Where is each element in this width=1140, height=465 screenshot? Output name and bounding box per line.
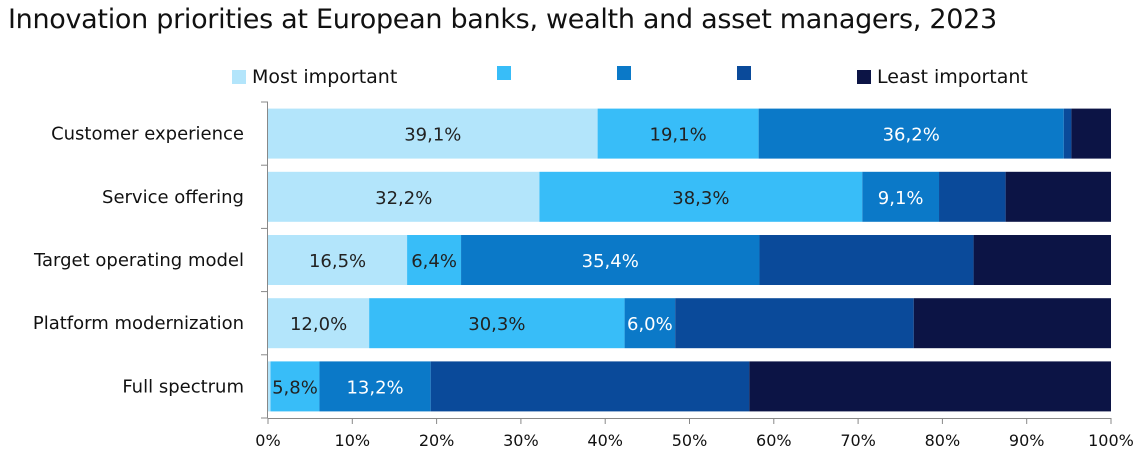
legend: Most important Least important	[0, 66, 1140, 92]
legend-item-3	[617, 66, 637, 80]
data-label: 39,1%	[404, 125, 461, 146]
data-label: 19,1%	[650, 125, 707, 146]
bar-segment	[624, 298, 676, 349]
bar-segment	[268, 235, 408, 285]
legend-swatch-5	[857, 70, 871, 84]
data-label: 36,2%	[883, 125, 940, 146]
bar-segment	[1063, 108, 1072, 159]
legend-item-2	[497, 66, 517, 80]
chart-title: Innovation priorities at European banks,…	[8, 4, 997, 35]
data-label: 12,0%	[290, 314, 347, 335]
x-tick-label: 0%	[255, 431, 280, 450]
data-label: 9,1%	[878, 188, 924, 209]
bar-segment	[1071, 108, 1111, 159]
legend-swatch-3	[617, 66, 631, 80]
category-label: Full spectrum	[122, 376, 244, 397]
data-label: 6,4%	[411, 251, 457, 272]
data-label: 30,3%	[468, 314, 525, 335]
bar-segment	[539, 171, 863, 222]
bar-segment	[430, 361, 750, 412]
bar-segment	[749, 361, 1111, 412]
x-tick-label: 20%	[419, 431, 455, 450]
legend-swatch-1	[232, 70, 246, 84]
x-tick-label: 100%	[1088, 431, 1134, 450]
x-tick-label: 90%	[1009, 431, 1045, 450]
data-label: 38,3%	[672, 188, 729, 209]
bar-segment	[319, 361, 431, 412]
legend-label-1: Most important	[252, 66, 398, 88]
bar-segment	[270, 361, 320, 412]
x-tick-label: 80%	[925, 431, 961, 450]
bar-segment	[461, 235, 760, 285]
data-label: 13,2%	[346, 377, 403, 398]
bar-segment	[973, 235, 1111, 285]
bar-segment	[759, 235, 974, 285]
x-tick-label: 10%	[335, 431, 371, 450]
bar-segment	[407, 235, 462, 285]
bar-segment	[939, 171, 1006, 222]
data-label: 6,0%	[627, 314, 673, 335]
bar-segment	[268, 171, 540, 222]
bar-segment	[862, 171, 940, 222]
x-tick-label: 60%	[756, 431, 792, 450]
bar-segment	[369, 298, 625, 349]
bar-segment	[268, 108, 598, 159]
legend-swatch-2	[497, 66, 511, 80]
x-tick-label: 70%	[840, 431, 876, 450]
category-label: Customer experience	[51, 124, 244, 145]
legend-label-5: Least important	[877, 66, 1028, 88]
bar-segment	[913, 298, 1111, 349]
bar-segment	[268, 298, 370, 349]
bar-segment	[597, 108, 759, 159]
category-label: Service offering	[102, 187, 244, 208]
data-label: 35,4%	[582, 251, 639, 272]
x-tick-label: 30%	[503, 431, 539, 450]
category-label: Platform modernization	[33, 313, 244, 334]
legend-item-4	[737, 66, 757, 80]
category-label: Target operating model	[33, 250, 244, 271]
legend-item-5: Least important	[857, 66, 1028, 88]
bar-segment	[1005, 171, 1111, 222]
data-label: 32,2%	[375, 188, 432, 209]
bar-segment	[675, 298, 914, 349]
bar-segment	[268, 361, 271, 412]
bar-segment	[758, 108, 1064, 159]
x-tick-label: 50%	[672, 431, 708, 450]
data-label: 5,8%	[272, 377, 318, 398]
legend-swatch-4	[737, 66, 751, 80]
x-tick-label: 40%	[587, 431, 623, 450]
legend-item-1: Most important	[232, 66, 397, 88]
data-label: 16,5%	[309, 251, 366, 272]
